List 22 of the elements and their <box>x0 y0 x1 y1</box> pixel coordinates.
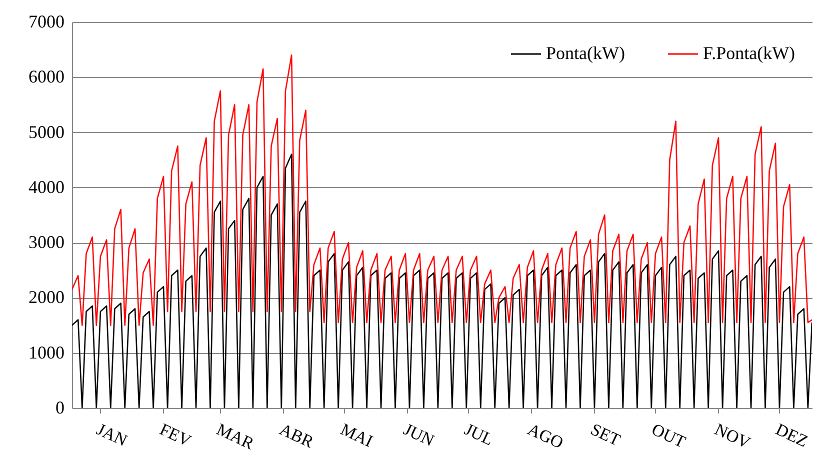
x-tick-label: NOV <box>712 420 754 453</box>
y-tick-label: 5000 <box>28 122 64 142</box>
legend-label: Ponta(kW) <box>546 43 625 63</box>
legend-label: F.Ponta(kW) <box>703 43 796 63</box>
y-tick-label: 1000 <box>28 342 64 362</box>
y-tick-label: 7000 <box>28 12 64 32</box>
x-tick-label: SET <box>588 420 624 450</box>
y-tick-label: 4000 <box>28 176 64 197</box>
x-tick-label: JUN <box>400 420 438 450</box>
x-tick-label: MAR <box>214 420 258 454</box>
y-tick-label: 2000 <box>28 287 64 308</box>
x-tick-label: OUT <box>648 420 690 452</box>
y-tick-label: 6000 <box>28 66 64 87</box>
x-tick-label: JAN <box>94 420 130 450</box>
x-tick-label: FEV <box>156 420 195 451</box>
x-tick-label: MAI <box>338 420 376 452</box>
x-tick-label: AGO <box>524 420 566 452</box>
x-tick-label: DEZ <box>772 420 811 451</box>
y-tick-label: 0 <box>56 398 64 418</box>
y-tick-label: 3000 <box>28 232 64 252</box>
x-tick-label: JUL <box>462 420 496 450</box>
x-tick-label: ABR <box>276 420 318 452</box>
